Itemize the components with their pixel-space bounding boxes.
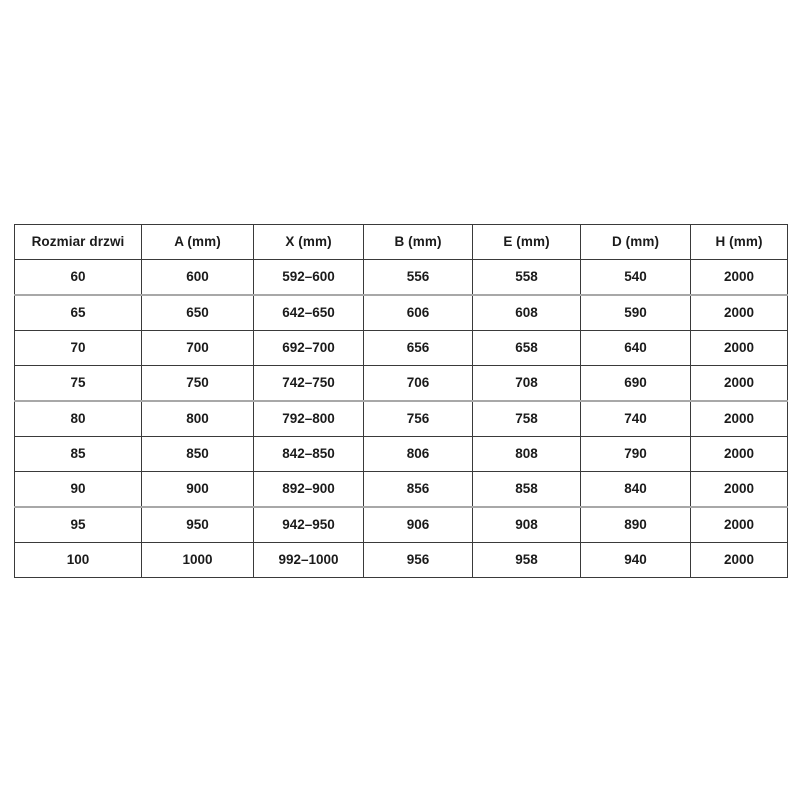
column-header-d: D (mm)	[580, 224, 691, 260]
cell-b: 606	[363, 295, 473, 331]
cell-d: 940	[580, 542, 691, 578]
cell-b: 806	[363, 436, 473, 472]
cell-d: 740	[580, 401, 691, 437]
table-row: 65 650 642–650 606 608 590 2000	[14, 295, 788, 331]
cell-x: 742–750	[253, 365, 364, 402]
cell-e: 808	[472, 436, 581, 472]
cell-d: 590	[580, 295, 691, 331]
cell-rozmiar-drzwi: 100	[14, 542, 142, 578]
column-header-e: E (mm)	[472, 224, 581, 260]
cell-e: 858	[472, 471, 581, 508]
table-header-row: Rozmiar drzwi A (mm) X (mm) B (mm) E (mm…	[14, 224, 788, 260]
cell-h: 2000	[690, 295, 788, 331]
cell-h: 2000	[690, 436, 788, 472]
cell-h: 2000	[690, 401, 788, 437]
cell-h: 2000	[690, 365, 788, 402]
cell-h: 2000	[690, 259, 788, 296]
cell-rozmiar-drzwi: 70	[14, 330, 142, 366]
cell-d: 640	[580, 330, 691, 366]
cell-h: 2000	[690, 542, 788, 578]
cell-h: 2000	[690, 330, 788, 366]
cell-x: 992–1000	[253, 542, 364, 578]
table-header: Rozmiar drzwi A (mm) X (mm) B (mm) E (mm…	[14, 224, 788, 260]
table-row: 100 1000 992–1000 956 958 940 2000	[14, 542, 788, 578]
cell-a: 1000	[141, 542, 254, 578]
specification-table-container: Rozmiar drzwi A (mm) X (mm) B (mm) E (mm…	[14, 224, 788, 578]
cell-b: 656	[363, 330, 473, 366]
table-row: 60 600 592–600 556 558 540 2000	[14, 259, 788, 296]
cell-x: 592–600	[253, 259, 364, 296]
cell-x: 892–900	[253, 471, 364, 508]
cell-a: 700	[141, 330, 254, 366]
cell-a: 900	[141, 471, 254, 508]
cell-d: 540	[580, 259, 691, 296]
cell-a: 850	[141, 436, 254, 472]
cell-rozmiar-drzwi: 80	[14, 401, 142, 437]
cell-rozmiar-drzwi: 65	[14, 295, 142, 331]
cell-rozmiar-drzwi: 75	[14, 365, 142, 402]
table-body: 60 600 592–600 556 558 540 2000 65 650 6…	[14, 259, 788, 578]
cell-e: 608	[472, 295, 581, 331]
cell-x: 692–700	[253, 330, 364, 366]
column-header-rozmiar-drzwi: Rozmiar drzwi	[14, 224, 142, 260]
cell-b: 956	[363, 542, 473, 578]
table-row: 75 750 742–750 706 708 690 2000	[14, 365, 788, 402]
cell-a: 600	[141, 259, 254, 296]
cell-e: 658	[472, 330, 581, 366]
column-header-h: H (mm)	[690, 224, 788, 260]
column-header-b: B (mm)	[363, 224, 473, 260]
cell-b: 906	[363, 507, 473, 543]
cell-d: 890	[580, 507, 691, 543]
cell-a: 950	[141, 507, 254, 543]
door-size-specification-table: Rozmiar drzwi A (mm) X (mm) B (mm) E (mm…	[14, 224, 788, 578]
cell-e: 708	[472, 365, 581, 402]
cell-a: 650	[141, 295, 254, 331]
cell-b: 706	[363, 365, 473, 402]
cell-x: 642–650	[253, 295, 364, 331]
cell-d: 690	[580, 365, 691, 402]
cell-d: 840	[580, 471, 691, 508]
cell-a: 750	[141, 365, 254, 402]
column-header-x: X (mm)	[253, 224, 364, 260]
cell-a: 800	[141, 401, 254, 437]
table-row: 95 950 942–950 906 908 890 2000	[14, 507, 788, 543]
table-row: 85 850 842–850 806 808 790 2000	[14, 436, 788, 472]
cell-x: 842–850	[253, 436, 364, 472]
cell-b: 756	[363, 401, 473, 437]
table-row: 80 800 792–800 756 758 740 2000	[14, 401, 788, 437]
column-header-a: A (mm)	[141, 224, 254, 260]
cell-h: 2000	[690, 507, 788, 543]
cell-h: 2000	[690, 471, 788, 508]
cell-b: 856	[363, 471, 473, 508]
cell-rozmiar-drzwi: 85	[14, 436, 142, 472]
cell-e: 958	[472, 542, 581, 578]
cell-e: 908	[472, 507, 581, 543]
cell-b: 556	[363, 259, 473, 296]
cell-e: 758	[472, 401, 581, 437]
cell-e: 558	[472, 259, 581, 296]
cell-rozmiar-drzwi: 95	[14, 507, 142, 543]
cell-x: 792–800	[253, 401, 364, 437]
cell-d: 790	[580, 436, 691, 472]
cell-rozmiar-drzwi: 90	[14, 471, 142, 508]
table-row: 70 700 692–700 656 658 640 2000	[14, 330, 788, 366]
cell-rozmiar-drzwi: 60	[14, 259, 142, 296]
table-row: 90 900 892–900 856 858 840 2000	[14, 471, 788, 508]
cell-x: 942–950	[253, 507, 364, 543]
